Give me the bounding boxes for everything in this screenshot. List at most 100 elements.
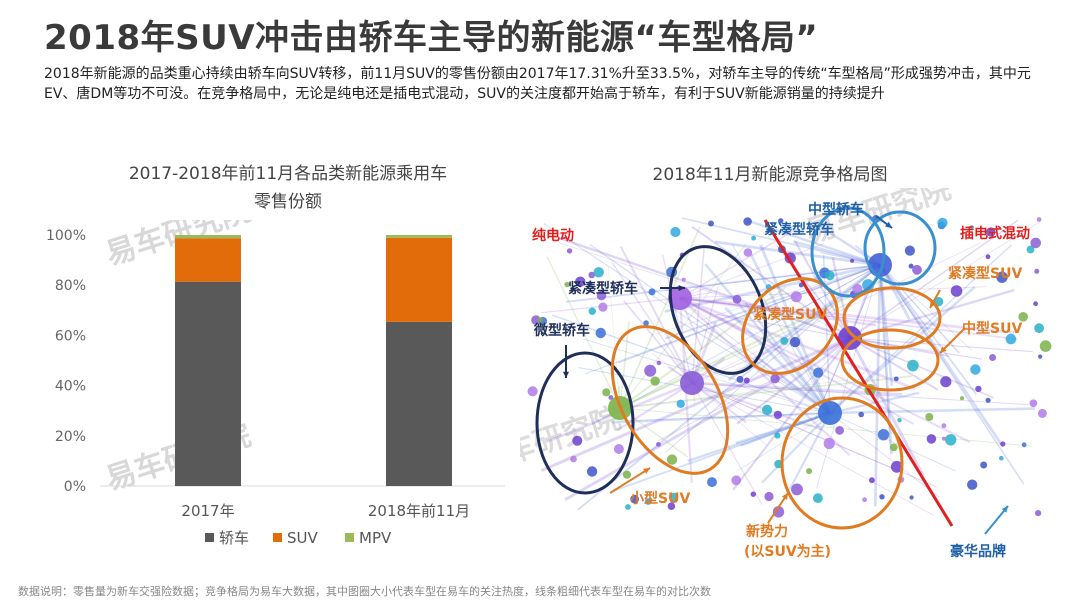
network-edge xyxy=(849,221,1040,339)
network-node xyxy=(656,360,662,366)
network-edge xyxy=(543,223,831,414)
network-node xyxy=(593,267,604,278)
network-edge xyxy=(879,264,960,354)
network-node xyxy=(937,217,948,228)
network-edge xyxy=(665,264,881,340)
bar-segment-MPV xyxy=(386,235,452,238)
network-node xyxy=(750,491,756,497)
network-edge xyxy=(540,336,851,472)
network-edge xyxy=(619,245,693,384)
network-node xyxy=(909,495,914,500)
network-node xyxy=(743,217,752,226)
network-node xyxy=(791,483,803,496)
network-node xyxy=(588,271,595,279)
network-node xyxy=(648,288,656,296)
network-edge xyxy=(691,382,934,516)
micro-sedan-ellipse xyxy=(535,351,635,495)
network-edge xyxy=(679,296,748,335)
network-edge xyxy=(619,407,1033,447)
arrow-luxury-head xyxy=(1001,506,1008,513)
network-edge xyxy=(679,296,1015,335)
network-node xyxy=(996,271,1008,283)
network-edge xyxy=(849,337,983,360)
network-node xyxy=(613,444,624,454)
arrow-small-suv-head xyxy=(643,468,650,474)
label-new-forces: 新势力 xyxy=(746,523,788,540)
network-edge xyxy=(558,242,851,339)
network-edge xyxy=(608,267,621,409)
network-edge xyxy=(744,302,831,414)
network-node xyxy=(950,285,963,297)
network-node xyxy=(587,281,593,287)
network-edge xyxy=(716,313,851,339)
network-edge xyxy=(792,240,881,267)
network-node xyxy=(970,364,981,375)
compact-sedan-right-ellipse xyxy=(863,210,937,286)
network-edge xyxy=(704,263,831,414)
bar-chart-title-line2: 零售份额 xyxy=(254,192,322,212)
arrow-mid-suv-head xyxy=(940,346,947,353)
label-compact-suv-right: 紧凑型SUV xyxy=(948,265,1022,282)
network-edge xyxy=(585,264,881,375)
network-node xyxy=(778,218,784,224)
network-edge xyxy=(691,226,851,339)
network-edge xyxy=(761,412,831,484)
network-node xyxy=(598,302,608,312)
label-mid-sedan: 中型轿车 xyxy=(808,201,864,218)
network-edge xyxy=(583,338,831,414)
network-edge xyxy=(879,264,977,395)
network-edge xyxy=(735,411,831,445)
bar-segment-SUV xyxy=(386,237,452,322)
network-node xyxy=(1029,399,1038,408)
network-edge xyxy=(691,248,705,384)
network-node xyxy=(850,258,855,263)
network-edge xyxy=(691,382,767,446)
network-node xyxy=(656,442,661,447)
bar-chart-title: 2017-2018年前11月各品类新能源乘用车 零售份额 xyxy=(88,160,488,216)
network-node xyxy=(967,479,978,490)
bar-segment-MPV xyxy=(175,235,241,239)
network-node xyxy=(790,291,802,303)
network-edge xyxy=(873,264,882,507)
network-node xyxy=(890,460,903,473)
network-chart-title: 2018年11月新能源竞争格局图 xyxy=(652,165,888,185)
network-edge xyxy=(617,412,831,422)
network-node xyxy=(975,385,982,393)
network-edge xyxy=(679,297,915,425)
network-edge xyxy=(553,235,851,340)
network-edge xyxy=(760,264,881,332)
network-node xyxy=(893,376,899,382)
label-compact-sedan-left: 紧凑型轿车 xyxy=(568,280,638,297)
network-node xyxy=(537,317,543,323)
network-node xyxy=(644,364,657,377)
bar-segment-轿车 xyxy=(175,281,241,486)
network-node xyxy=(1026,245,1035,254)
mid-suv-ellipse xyxy=(840,328,940,392)
y-tick-label: 40% xyxy=(55,379,86,395)
network-edge xyxy=(564,336,851,501)
network-node xyxy=(644,498,652,505)
network-node xyxy=(879,494,885,500)
network-hub-node xyxy=(680,371,704,395)
network-node xyxy=(926,434,937,444)
network-edge xyxy=(611,411,831,424)
network-node xyxy=(925,413,934,421)
network-edge xyxy=(829,412,956,472)
network-edge xyxy=(848,337,925,477)
network-node xyxy=(941,436,946,441)
network-node xyxy=(1000,441,1006,447)
network-edge xyxy=(691,286,719,384)
network-node xyxy=(989,354,997,361)
network-node xyxy=(1005,333,1017,345)
network-node xyxy=(858,411,864,418)
network-node xyxy=(595,327,606,339)
legend-swatch xyxy=(205,533,214,542)
network-node xyxy=(1018,312,1028,322)
network-node xyxy=(869,477,875,484)
network-edge xyxy=(849,219,1019,339)
network-edge xyxy=(619,286,787,409)
network-node xyxy=(986,227,996,237)
network-node xyxy=(980,461,988,469)
network-node xyxy=(912,264,922,275)
network-node xyxy=(877,429,890,441)
